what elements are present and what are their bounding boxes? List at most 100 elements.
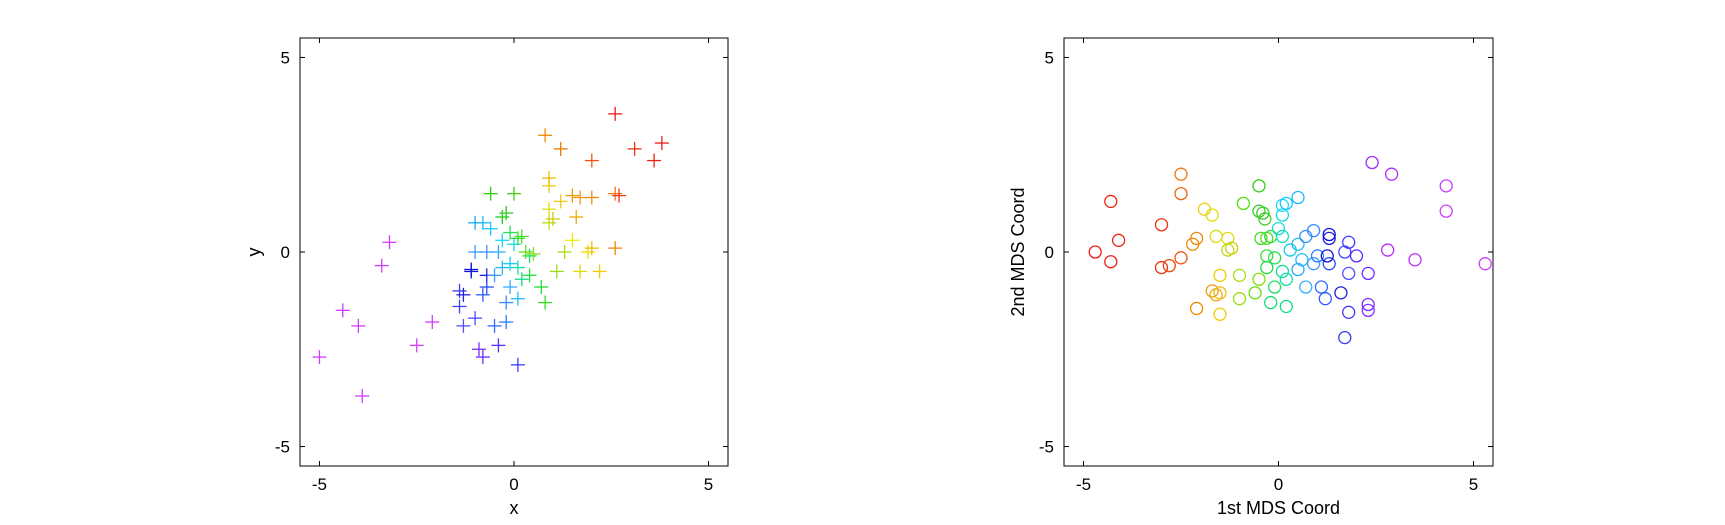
data-point-circle xyxy=(1275,208,1290,222)
data-point-plus xyxy=(510,291,525,306)
data-point-plus xyxy=(627,141,642,156)
data-point-circle xyxy=(1361,297,1375,312)
data-point-circle xyxy=(1174,251,1188,265)
data-point-plus xyxy=(584,241,599,256)
y-axis-label: y xyxy=(244,248,264,257)
y-tick-label: 5 xyxy=(281,48,290,67)
data-point-circle xyxy=(1279,272,1293,286)
data-point-plus xyxy=(553,194,568,209)
data-point-circle xyxy=(1306,223,1321,238)
data-point-circle xyxy=(1111,233,1126,247)
data-point-plus xyxy=(584,153,599,168)
data-point-plus xyxy=(612,188,627,203)
y-axis-label: 2nd MDS Coord xyxy=(1008,187,1028,316)
data-point-circle xyxy=(1258,212,1272,226)
data-point-circle xyxy=(1314,280,1329,294)
data-point-plus xyxy=(495,209,510,224)
data-point-circle xyxy=(1310,249,1325,263)
data-point-plus xyxy=(542,202,557,217)
data-point-circle xyxy=(1361,303,1375,318)
data-point-circle xyxy=(1299,280,1313,294)
data-point-circle xyxy=(1260,260,1274,275)
data-point-plus xyxy=(452,283,467,298)
data-point-circle xyxy=(1162,258,1176,273)
data-point-circle xyxy=(1365,155,1379,170)
scatter-plot-xy: -5 0 5 -5 0 5 x y xyxy=(244,37,729,518)
data-point-plus xyxy=(475,287,490,302)
data-point-plus xyxy=(503,256,518,271)
y-tick-label: -5 xyxy=(275,438,290,457)
data-point-circle xyxy=(1275,229,1290,244)
x-tick-label: 5 xyxy=(1469,475,1478,494)
data-point-plus xyxy=(355,388,370,403)
data-point-circle xyxy=(1279,299,1293,314)
data-point-plus xyxy=(510,357,525,372)
data-point-circle xyxy=(1267,280,1282,294)
data-point-plus xyxy=(545,211,560,226)
data-point-plus xyxy=(557,245,572,259)
data-point-plus xyxy=(503,280,518,295)
data-point-plus xyxy=(608,106,623,121)
data-point-circle xyxy=(1213,268,1227,282)
data-point-circle xyxy=(1174,167,1188,181)
data-point-circle xyxy=(1349,249,1364,263)
y-tick-label: -5 xyxy=(1039,438,1054,457)
data-point-plus xyxy=(487,318,502,333)
data-point-circle xyxy=(1154,218,1169,232)
data-point-plus xyxy=(647,153,662,168)
data-point-plus xyxy=(351,318,366,333)
data-point-plus xyxy=(475,215,490,230)
data-point-circle xyxy=(1439,179,1453,193)
data-point-plus xyxy=(565,188,580,203)
data-point-circle xyxy=(1291,262,1305,277)
data-point-plus xyxy=(592,264,607,279)
data-point-plus xyxy=(569,209,584,224)
data-point-circle xyxy=(1154,260,1169,275)
x-tick-label: 5 xyxy=(704,475,713,494)
data-point-plus xyxy=(565,233,580,248)
data-point-circle xyxy=(1254,231,1268,246)
data-point-circle xyxy=(1252,179,1266,193)
data-point-circle xyxy=(1439,204,1453,218)
data-point-circle xyxy=(1275,264,1290,279)
data-point-circle xyxy=(1104,255,1118,269)
data-point-plus xyxy=(471,342,486,357)
data-point-plus xyxy=(475,350,490,365)
data-point-circle xyxy=(1205,284,1219,298)
data-point-circle xyxy=(1213,286,1227,300)
x-tick-label: 0 xyxy=(509,475,518,494)
data-point-plus xyxy=(510,260,525,275)
data-point-circle xyxy=(1174,186,1188,201)
data-point-circle xyxy=(1213,307,1227,321)
x-tick-label: -5 xyxy=(1076,475,1091,494)
scatter-plot-mds: -5 0 5 -5 0 5 1st MDS Coord 2nd MDS Coord xyxy=(1008,37,1494,518)
x-tick-label: 0 xyxy=(1274,475,1283,494)
data-point-plus xyxy=(495,260,510,275)
data-point-circle xyxy=(1306,257,1321,271)
data-point-plus xyxy=(553,141,568,156)
data-point-plus xyxy=(534,280,549,295)
data-point-circle xyxy=(1334,286,1348,300)
data-point-plus xyxy=(522,268,537,283)
data-point-circle xyxy=(1221,243,1235,257)
y-tick-label: 0 xyxy=(1045,243,1054,262)
x-tick-label: -5 xyxy=(312,475,327,494)
data-point-plus xyxy=(483,221,498,236)
data-point-circle xyxy=(1252,272,1266,286)
data-point-circle xyxy=(1384,167,1399,181)
data-point-plus xyxy=(499,295,514,310)
data-point-plus xyxy=(514,229,529,244)
data-point-plus xyxy=(495,233,510,248)
data-point-plus xyxy=(464,262,479,277)
data-point-plus xyxy=(608,241,623,256)
data-point-circle xyxy=(1279,196,1293,211)
data-point-circle xyxy=(1248,286,1262,300)
data-point-plus xyxy=(573,190,588,205)
data-point-circle xyxy=(1338,330,1352,345)
data-point-plus xyxy=(425,315,440,330)
data-point-plus xyxy=(491,338,506,353)
data-point-circle xyxy=(1342,235,1356,249)
data-point-circle xyxy=(1236,196,1251,211)
data-point-plus xyxy=(526,246,541,261)
